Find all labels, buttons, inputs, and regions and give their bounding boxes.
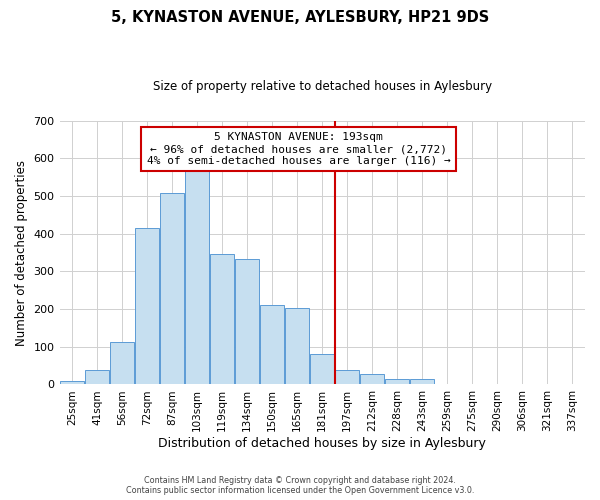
Text: 5, KYNASTON AVENUE, AYLESBURY, HP21 9DS: 5, KYNASTON AVENUE, AYLESBURY, HP21 9DS [111, 10, 489, 25]
Title: Size of property relative to detached houses in Aylesbury: Size of property relative to detached ho… [153, 80, 492, 93]
Bar [286, 308, 309, 384]
Bar [385, 379, 409, 384]
Bar [135, 228, 159, 384]
Bar [185, 168, 209, 384]
Bar [210, 254, 234, 384]
Bar [335, 370, 359, 384]
Bar [160, 193, 184, 384]
Bar [235, 259, 259, 384]
Text: Contains HM Land Registry data © Crown copyright and database right 2024.
Contai: Contains HM Land Registry data © Crown c… [126, 476, 474, 495]
Bar [110, 342, 134, 384]
Bar [310, 354, 334, 384]
Bar [260, 304, 284, 384]
Text: 5 KYNASTON AVENUE: 193sqm
← 96% of detached houses are smaller (2,772)
4% of sem: 5 KYNASTON AVENUE: 193sqm ← 96% of detac… [147, 132, 451, 166]
Bar [410, 379, 434, 384]
Bar [361, 374, 384, 384]
Bar [60, 382, 84, 384]
Y-axis label: Number of detached properties: Number of detached properties [15, 160, 28, 346]
Bar [85, 370, 109, 384]
X-axis label: Distribution of detached houses by size in Aylesbury: Distribution of detached houses by size … [158, 437, 486, 450]
